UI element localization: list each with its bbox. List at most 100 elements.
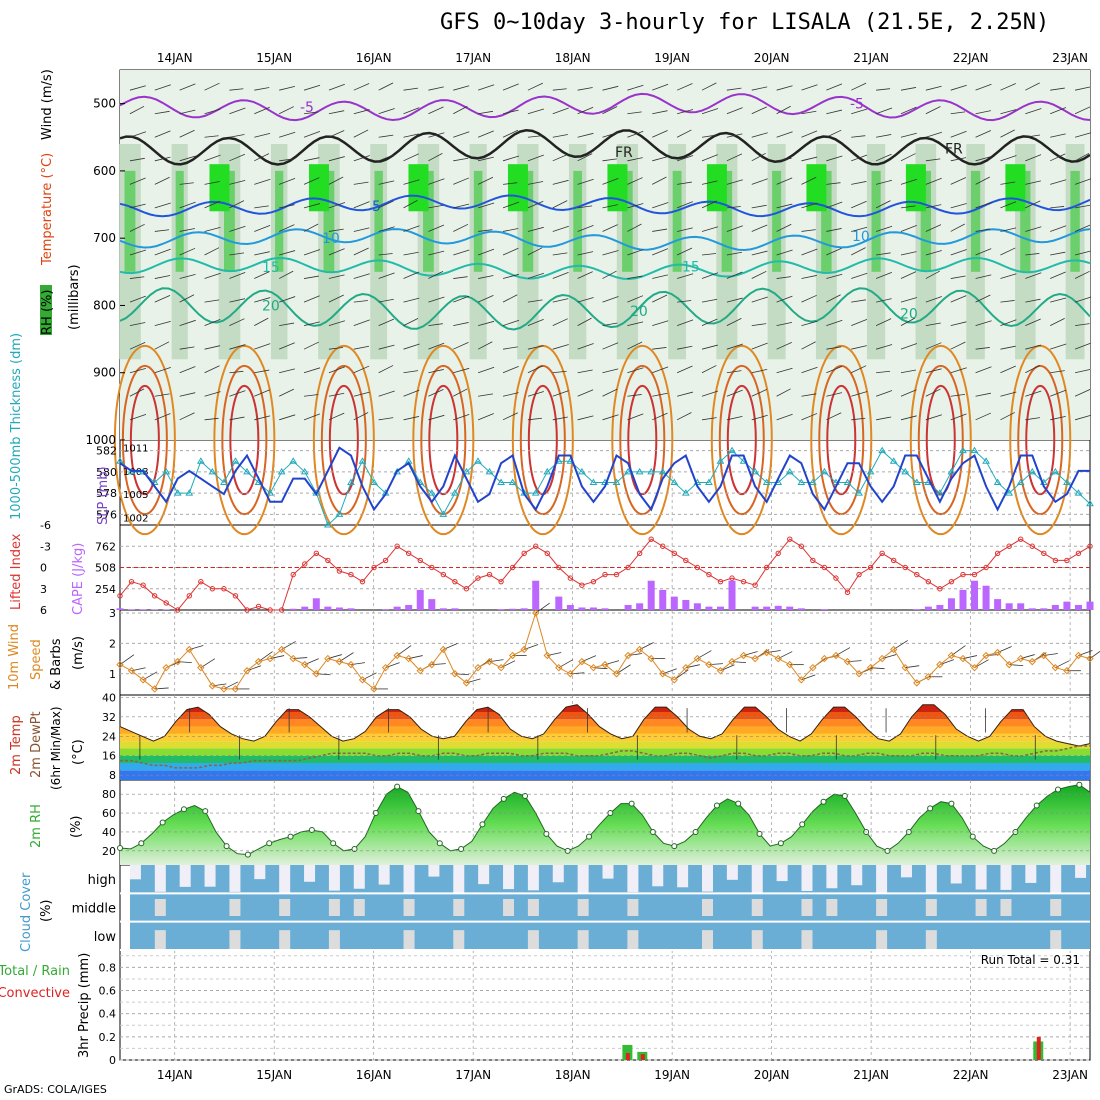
wind-barb xyxy=(577,251,594,256)
wind-barb xyxy=(851,181,867,185)
wind-barb xyxy=(826,129,842,138)
wind-barb xyxy=(1025,108,1042,115)
wind-barb xyxy=(801,294,817,303)
contour-label: FR xyxy=(945,142,963,158)
wind-barb-10m xyxy=(674,669,689,681)
cloud-gap-high xyxy=(279,865,291,894)
rh-tick-label: 60 xyxy=(102,807,116,820)
wind-barb xyxy=(403,225,420,232)
wind-barb xyxy=(925,250,942,256)
wind-speed-point xyxy=(485,657,494,666)
rh-point xyxy=(180,806,187,813)
profile-ylabel-rh: RH (%) xyxy=(40,290,55,335)
thickness-point xyxy=(439,510,448,517)
wind-barb xyxy=(776,177,793,185)
wind-barb xyxy=(652,412,668,421)
wind-barb xyxy=(428,250,445,256)
wind-barb xyxy=(428,132,445,138)
wind-barb xyxy=(502,366,519,374)
cloud-gap-middle xyxy=(154,899,166,916)
wind-barb xyxy=(826,247,842,256)
temp-contour-lowlevel xyxy=(627,384,658,496)
wind-barb xyxy=(851,82,867,91)
cape-bar xyxy=(497,609,505,610)
wind-barb xyxy=(1050,107,1067,115)
wind-barb xyxy=(204,226,221,232)
li-point xyxy=(163,600,169,606)
temp-band xyxy=(120,755,1090,763)
precip-conv-bar xyxy=(1036,1036,1041,1060)
wind-barb xyxy=(527,365,543,374)
cloud-gap-high xyxy=(1025,865,1037,883)
cape-bar xyxy=(382,609,390,610)
wind-speed-point xyxy=(312,670,321,678)
wind-speed-point xyxy=(578,657,586,666)
precip-tick-label: 0.8 xyxy=(99,961,117,974)
wind-barb xyxy=(801,393,817,397)
wind-speed-point xyxy=(624,651,632,660)
wind-barb xyxy=(1000,181,1016,185)
wind-barb xyxy=(353,345,370,350)
wind-barb xyxy=(1050,153,1066,162)
wind-barb xyxy=(602,224,618,232)
wind-barb xyxy=(776,388,791,397)
wind-barb xyxy=(527,181,544,185)
wind-barb xyxy=(652,202,669,209)
wind-barb xyxy=(1000,201,1017,209)
pressure-tick-label: 700 xyxy=(93,231,116,245)
wind-barb xyxy=(428,86,444,91)
wind-barb xyxy=(925,270,941,279)
wind-barb xyxy=(701,344,718,350)
wind-speed-point xyxy=(832,651,840,660)
cloud-gap-high xyxy=(851,865,863,886)
wind-barb xyxy=(303,223,319,232)
wind-barb xyxy=(1025,253,1040,256)
rh-shade-max xyxy=(1005,164,1026,212)
wind-barb xyxy=(129,85,146,91)
cloud-gap-middle xyxy=(577,899,589,916)
li-point xyxy=(140,582,146,588)
wind-barb xyxy=(304,394,319,397)
wind-barb xyxy=(1025,134,1041,138)
wind-barb xyxy=(751,342,768,350)
wind-barb xyxy=(925,131,942,138)
rh-point xyxy=(1055,786,1062,793)
wind-barb xyxy=(527,247,543,256)
wind-barb xyxy=(900,153,916,162)
wind-barb xyxy=(1050,251,1066,256)
x-tick-label-bottom: 20JAN xyxy=(754,1068,790,1082)
x-tick-label-bottom: 18JAN xyxy=(555,1068,591,1082)
wind-barb xyxy=(428,369,444,374)
wind-barb xyxy=(1074,342,1091,350)
wind-speed-point xyxy=(947,651,956,660)
wind-barb xyxy=(1050,370,1065,374)
wind-barb xyxy=(627,275,643,279)
wind-barb xyxy=(378,318,395,327)
wind-speed-point xyxy=(324,654,332,663)
temp-band xyxy=(120,763,1090,771)
wind-barb xyxy=(403,318,419,326)
rh-tick-label: 20 xyxy=(102,845,116,858)
temp-band xyxy=(120,733,1090,742)
wind-barb xyxy=(602,322,618,327)
wind-speed-point xyxy=(474,663,482,672)
wind-speed-point xyxy=(601,660,609,669)
thickness-point xyxy=(993,478,1002,485)
wind-barb xyxy=(801,110,817,115)
wind-barb xyxy=(1025,365,1040,374)
temp-contour-lowlevel xyxy=(1025,384,1056,496)
wind-barb xyxy=(428,106,444,115)
wind-barb xyxy=(403,343,420,350)
li-point xyxy=(660,543,666,549)
wind-barb xyxy=(254,87,270,91)
wind-barb xyxy=(950,275,966,279)
wind-barb xyxy=(1074,270,1090,279)
li-point xyxy=(613,571,620,578)
wind-barb xyxy=(975,392,991,397)
rh-area xyxy=(120,784,1090,865)
wind-speed-line xyxy=(119,611,1091,690)
wind-barb xyxy=(502,319,520,327)
wind-barb xyxy=(527,82,543,91)
wind-barb xyxy=(154,320,171,327)
